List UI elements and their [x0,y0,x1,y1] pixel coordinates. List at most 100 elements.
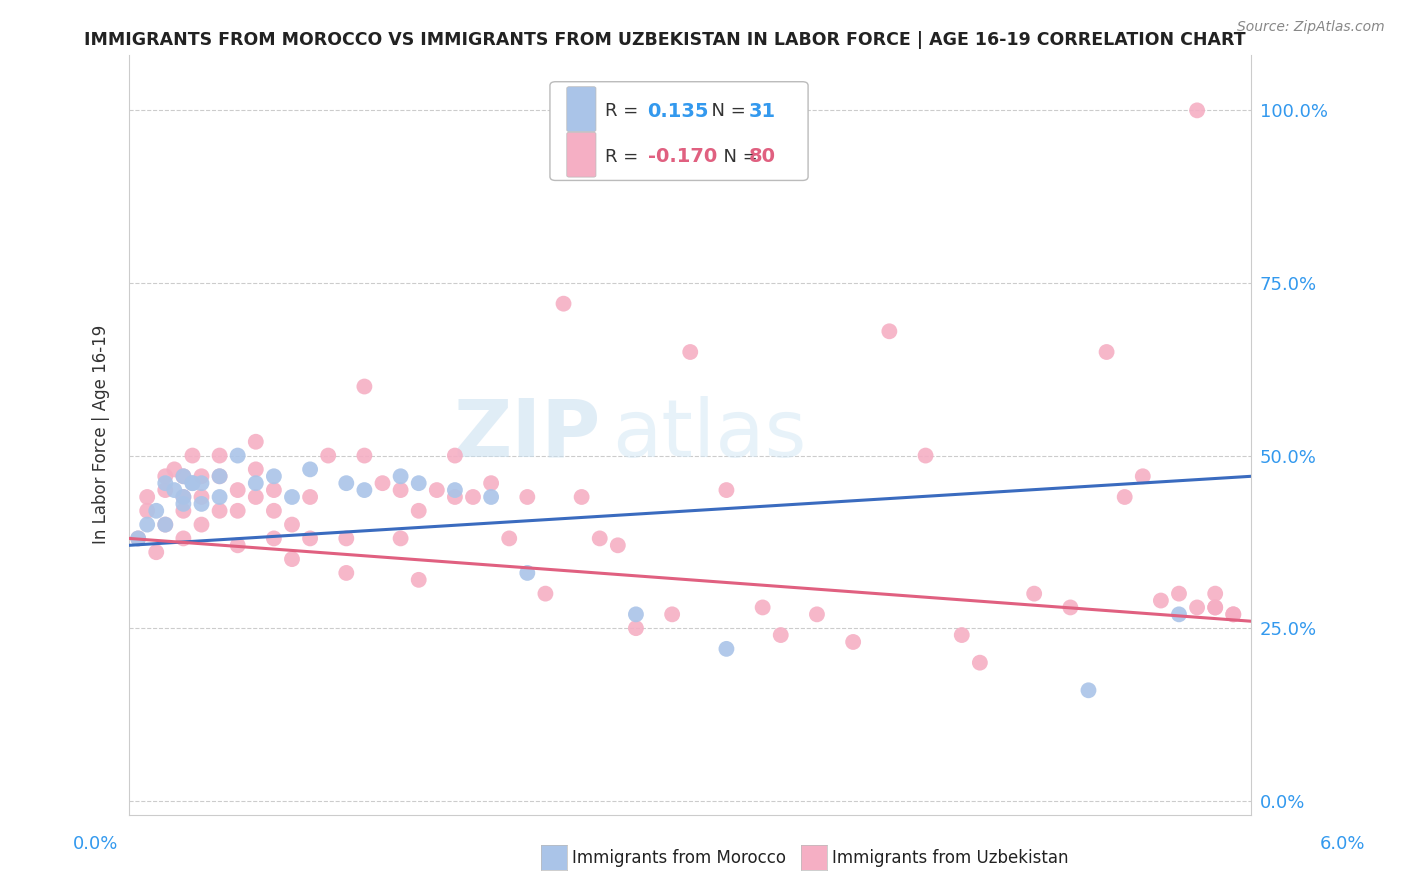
Point [914,449,936,463]
Point [190,476,212,491]
FancyBboxPatch shape [567,87,596,131]
Point [299,462,322,476]
Point [127,532,149,546]
Point [389,483,412,497]
Point [389,532,412,546]
Point [679,345,702,359]
Text: 0.0%: 0.0% [73,835,118,853]
Point [1222,607,1244,622]
Point [408,573,430,587]
Point [172,497,194,511]
Point [444,483,467,497]
Point [479,490,502,504]
Point [245,462,267,476]
Text: 0.135: 0.135 [648,102,709,120]
Point [498,532,520,546]
Point [353,483,375,497]
Point [806,607,828,622]
Point [172,532,194,546]
Point [281,490,304,504]
Point [208,469,231,483]
Point [136,504,159,518]
Point [155,476,177,491]
Text: ZIP: ZIP [453,396,600,474]
Point [1222,607,1244,622]
Point [408,504,430,518]
Point [263,483,285,497]
Text: 31: 31 [748,102,776,120]
Point [1077,683,1099,698]
Point [335,476,357,491]
Text: Source: ZipAtlas.com: Source: ZipAtlas.com [1237,20,1385,34]
Point [155,517,177,532]
Point [1204,600,1226,615]
Point [163,483,186,497]
Text: Immigrants from Morocco: Immigrants from Morocco [572,849,786,867]
Point [969,656,991,670]
Point [606,538,628,552]
Point [226,483,249,497]
Point [190,490,212,504]
Point [181,476,204,491]
Point [316,449,339,463]
Point [353,379,375,393]
Point [281,552,304,566]
Text: 6.0%: 6.0% [1320,835,1365,853]
Text: R =: R = [605,147,644,166]
Point [226,449,249,463]
Point [155,517,177,532]
Point [208,469,231,483]
Point [136,517,159,532]
Point [1059,600,1081,615]
Point [299,490,322,504]
Point [624,621,647,635]
Point [245,434,267,449]
Point [769,628,792,642]
Point [461,490,484,504]
Point [299,532,322,546]
Point [716,483,738,497]
Point [444,490,467,504]
FancyBboxPatch shape [550,82,808,180]
Point [371,476,394,491]
Point [1185,103,1208,118]
Point [1150,593,1173,607]
Point [208,504,231,518]
Text: -0.170: -0.170 [648,147,717,166]
Point [127,532,149,546]
Y-axis label: In Labor Force | Age 16-19: In Labor Force | Age 16-19 [93,326,110,544]
Point [1024,587,1046,601]
Point [181,476,204,491]
Text: atlas: atlas [612,396,806,474]
Point [553,296,575,310]
Point [516,566,538,580]
Point [190,517,212,532]
Point [950,628,973,642]
Point [1185,600,1208,615]
Point [190,497,212,511]
Point [534,587,557,601]
Point [226,504,249,518]
Point [245,490,267,504]
Point [245,476,267,491]
Text: Immigrants from Uzbekistan: Immigrants from Uzbekistan [832,849,1069,867]
Text: N =: N = [711,147,763,166]
Point [335,532,357,546]
Point [263,532,285,546]
Point [353,449,375,463]
FancyBboxPatch shape [567,132,596,178]
Text: R =: R = [605,102,650,120]
Point [226,538,249,552]
Point [408,476,430,491]
Point [281,517,304,532]
Point [208,449,231,463]
Point [163,462,186,476]
Point [172,469,194,483]
Point [1114,490,1136,504]
Point [624,607,647,622]
Point [172,504,194,518]
Point [516,490,538,504]
Point [1095,345,1118,359]
Point [263,504,285,518]
Point [389,469,412,483]
